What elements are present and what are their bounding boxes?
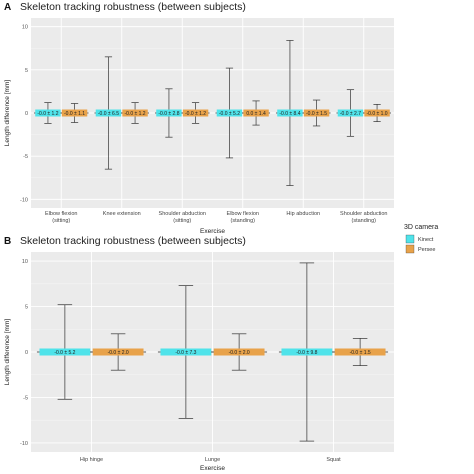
data-label-box [364, 109, 390, 117]
y-tick-label: -10 [20, 197, 28, 203]
panel-letter: B [4, 236, 11, 247]
x-category-label: Shoulder abduction (standing) [340, 211, 387, 224]
data-label: -0.0 ± 1.2 [37, 111, 58, 117]
data-label: -0.0 ± 8.4 [279, 111, 300, 117]
panel-letter: A [4, 2, 11, 13]
data-label-box [277, 109, 303, 117]
x-category-label: Hip abduction [286, 211, 320, 217]
data-label: -0.0 ± 9.8 [296, 350, 317, 356]
legend-label: Persee [418, 247, 435, 253]
data-label: -0.0 ± 2.0 [108, 350, 129, 356]
data-label-box [156, 109, 182, 117]
data-label: 0.0 ± 1.4 [246, 111, 266, 117]
data-label-box [92, 348, 144, 356]
data-label-box [216, 109, 243, 117]
panel-b: B Skeleton tracking robustness (between s… [4, 235, 394, 472]
y-axis-label: Length difference [mm] [4, 80, 11, 147]
y-tick-label: -10 [20, 441, 28, 447]
x-category-label: Lunge [205, 457, 220, 463]
y-tick-label: -5 [23, 154, 28, 160]
y-tick-label: 0 [25, 350, 28, 356]
data-label-box [213, 348, 265, 356]
legend-swatch [405, 244, 415, 254]
data-label: -0.0 ± 1.5 [350, 350, 371, 356]
data-label-box [61, 109, 88, 117]
x-axis-label: Exercise [200, 228, 225, 235]
data-label: -0.0 ± 1.0 [367, 111, 388, 117]
data-label: -0.0 ± 2.0 [229, 350, 250, 356]
chart-title: Skeleton tracking robustness (between su… [20, 235, 246, 247]
data-label-box [95, 109, 122, 117]
y-tick-label: 10 [22, 25, 28, 31]
data-label: -0.0 ± 5.2 [219, 111, 240, 117]
x-axis-label: Exercise [200, 465, 225, 472]
y-tick-label: 10 [22, 259, 28, 265]
data-label-box [182, 109, 209, 117]
y-tick-label: -5 [23, 395, 28, 401]
data-label: -0.0 ± 5.2 [54, 350, 75, 356]
data-label: -0.0 ± 1.1 [64, 111, 85, 117]
data-label-box [303, 109, 330, 117]
y-tick-label: 5 [25, 68, 28, 74]
data-label-box [39, 348, 91, 356]
y-tick-label: 5 [25, 305, 28, 311]
data-label-box [334, 348, 386, 356]
x-category-label: Shoulder abduction (sitting) [159, 211, 206, 224]
data-label-box [122, 109, 148, 117]
data-label: -0.0 ± 2.8 [158, 111, 179, 117]
data-label: -0.0 ± 7.3 [175, 350, 196, 356]
y-axis-label: Length difference [mm] [4, 319, 11, 386]
x-category-label: Knee extension [103, 211, 141, 217]
legend-swatch [405, 234, 415, 244]
data-label: -0.0 ± 1.2 [185, 111, 206, 117]
x-category-label: Elbow flexion (sitting) [45, 211, 77, 224]
data-label: -0.0 ± 1.2 [125, 111, 146, 117]
x-category-label: Squat [326, 457, 341, 463]
legend-title: 3D camera [404, 224, 438, 231]
data-label-box [281, 348, 333, 356]
x-category-label: Hip hinge [80, 457, 103, 463]
data-label-box [160, 348, 212, 356]
legend-label: Kinect [418, 237, 434, 243]
y-tick-label: 0 [25, 111, 28, 117]
data-label: -0.0 ± 6.5 [98, 111, 119, 117]
data-label-box [243, 109, 269, 117]
data-label: -0.0 ± 2.7 [340, 111, 361, 117]
x-category-label: Elbow flexion (standing) [227, 211, 259, 224]
data-label: -0.0 ± 1.5 [306, 111, 327, 117]
legend: 3D camera Kinect Persee [404, 224, 438, 254]
panel-a: A Skeleton tracking robustness (between s… [4, 1, 394, 235]
data-label-box [337, 109, 364, 117]
chart-title: Skeleton tracking robustness (between su… [20, 1, 246, 13]
data-label-box [35, 109, 61, 117]
